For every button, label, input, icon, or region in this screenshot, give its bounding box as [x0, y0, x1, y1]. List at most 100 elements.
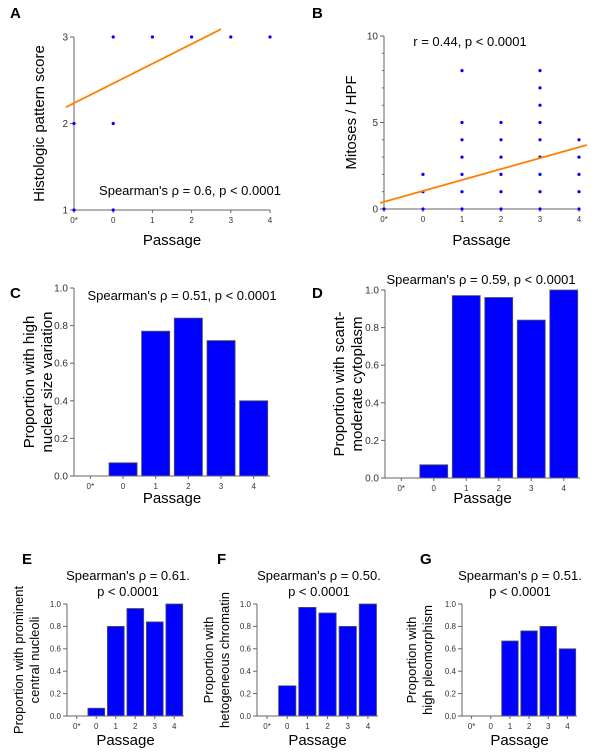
- bar-3: [338, 626, 357, 717]
- x-tick-label: 3: [346, 722, 351, 731]
- y-tick-label: 0.8: [365, 323, 379, 334]
- panel-c: C 0.0 0.2 0.4 0.6 0.8 1.0 0* 0 1 2 3 4 Spearman's ρ =…: [10, 284, 277, 508]
- bar-1: [298, 607, 317, 717]
- data-point: [111, 208, 115, 212]
- y-tick-label: 0.4: [240, 667, 252, 676]
- y-tick-label: 10: [367, 32, 379, 43]
- bar-1: [141, 330, 171, 477]
- data-point: [499, 155, 503, 159]
- bar-4: [558, 648, 577, 717]
- bar-4: [549, 289, 579, 479]
- bar-4: [239, 400, 269, 477]
- bar-2: [173, 317, 203, 477]
- bar-0: [278, 685, 297, 717]
- x-tick-label: 2: [497, 484, 502, 493]
- y-tick-label: 1: [62, 206, 68, 217]
- y-axis-label-line1: Proportion with high: [21, 316, 38, 449]
- y-tick-label: 0.4: [365, 398, 379, 409]
- panel-f: F 0.0 0.2 0.4 0.6 0.8 1.0 0* 0 1 2 3 4 Spearman's ρ =…: [201, 551, 381, 749]
- data-point: [538, 103, 542, 107]
- x-axis-label: Passage: [452, 232, 510, 249]
- x-tick-label: 0: [121, 482, 126, 491]
- stat-annotation: Spearman's ρ = 0.59, p < 0.0001: [386, 272, 575, 287]
- bar-4: [165, 603, 184, 717]
- y-tick-label: 3: [62, 33, 68, 44]
- y-tick-label: 0.2: [50, 689, 62, 698]
- x-tick-label: 0: [421, 215, 426, 224]
- data-point: [538, 138, 542, 142]
- data-point: [72, 121, 76, 126]
- x-axis-label: Passage: [490, 732, 548, 749]
- data-point: [499, 120, 503, 125]
- x-tick-label: 3: [529, 484, 534, 493]
- data-point: [382, 207, 386, 211]
- stat-annotation-line2: p < 0.0001: [97, 584, 159, 599]
- bar-1: [451, 295, 481, 479]
- y-axis-label-line1: Proportion with scant-: [331, 311, 348, 456]
- x-tick-label: 3: [153, 722, 158, 731]
- bar-1: [107, 626, 125, 717]
- y-tick-label: 0.0: [365, 474, 379, 485]
- x-tick-label: 4: [562, 484, 567, 493]
- data-point: [577, 172, 581, 176]
- bar-2: [318, 612, 337, 717]
- stat-annotation: r = 0.44, p < 0.0001: [413, 34, 526, 49]
- x-tick-label: 0*: [468, 722, 476, 731]
- y-axis-label-line2: central nucleoli: [27, 617, 42, 704]
- panel-label: A: [10, 5, 21, 22]
- x-tick-label: 1: [114, 722, 119, 731]
- y-tick-label: 0.0: [445, 712, 457, 721]
- x-tick-label: 2: [325, 722, 330, 731]
- data-point: [499, 138, 503, 142]
- data-point: [538, 86, 542, 90]
- x-tick-label: 0*: [380, 215, 388, 224]
- x-tick-label: 0: [94, 722, 99, 731]
- x-tick-label: 3: [219, 482, 224, 491]
- y-tick-label: 2: [62, 119, 68, 130]
- panel-a: A 1 2 3 0* 0 1 2 3 4 Spearman's ρ = 0.6, p < 0.000…: [10, 5, 281, 249]
- data-point: [499, 190, 503, 194]
- y-axis-label-line1: Proportion with: [201, 617, 216, 704]
- x-tick-label: 0: [432, 484, 437, 493]
- y-tick-label: 0.8: [240, 622, 252, 631]
- data-point: [499, 172, 503, 176]
- bar-0: [419, 464, 449, 479]
- y-axis-label: Histologic pattern score: [31, 45, 48, 202]
- data-point: [268, 35, 272, 39]
- bar-4: [358, 603, 377, 717]
- data-point: [111, 35, 115, 39]
- data-point: [577, 155, 581, 159]
- data-point: [150, 35, 154, 39]
- y-tick-label: 0.2: [240, 689, 252, 698]
- y-tick-label: 0.6: [50, 645, 62, 654]
- data-point: [421, 207, 425, 211]
- data-point: [190, 35, 194, 39]
- x-tick-label: 3: [229, 216, 234, 225]
- x-tick-label: 2: [499, 215, 504, 224]
- data-point: [577, 190, 581, 194]
- data-point: [460, 155, 464, 159]
- x-tick-label: 4: [577, 215, 582, 224]
- stat-annotation: Spearman's ρ = 0.51.: [458, 568, 582, 583]
- panel-label: G: [420, 551, 432, 568]
- data-point: [538, 190, 542, 194]
- data-point: [421, 172, 425, 176]
- bar-0: [87, 707, 106, 717]
- data-point: [577, 207, 581, 211]
- x-tick-label: 4: [268, 216, 273, 225]
- x-tick-label: 0*: [87, 482, 95, 491]
- bar-3: [539, 626, 557, 717]
- data-point: [460, 120, 464, 125]
- y-axis-label-line2: moderate cytoplasm: [349, 316, 366, 451]
- y-axis-label: Mitoses / HPF: [343, 75, 360, 169]
- y-tick-label: 0.6: [365, 361, 379, 372]
- y-tick-label: 0.4: [50, 667, 62, 676]
- fit-line: [65, 28, 222, 108]
- data-point: [577, 138, 581, 142]
- x-tick-label: 0*: [397, 484, 405, 493]
- x-tick-label: 3: [546, 722, 551, 731]
- x-tick-label: 2: [133, 722, 138, 731]
- y-axis-label-line2: nuclear size variation: [39, 312, 56, 453]
- x-axis-label: Passage: [453, 490, 511, 507]
- y-tick-label: 1.0: [445, 600, 457, 609]
